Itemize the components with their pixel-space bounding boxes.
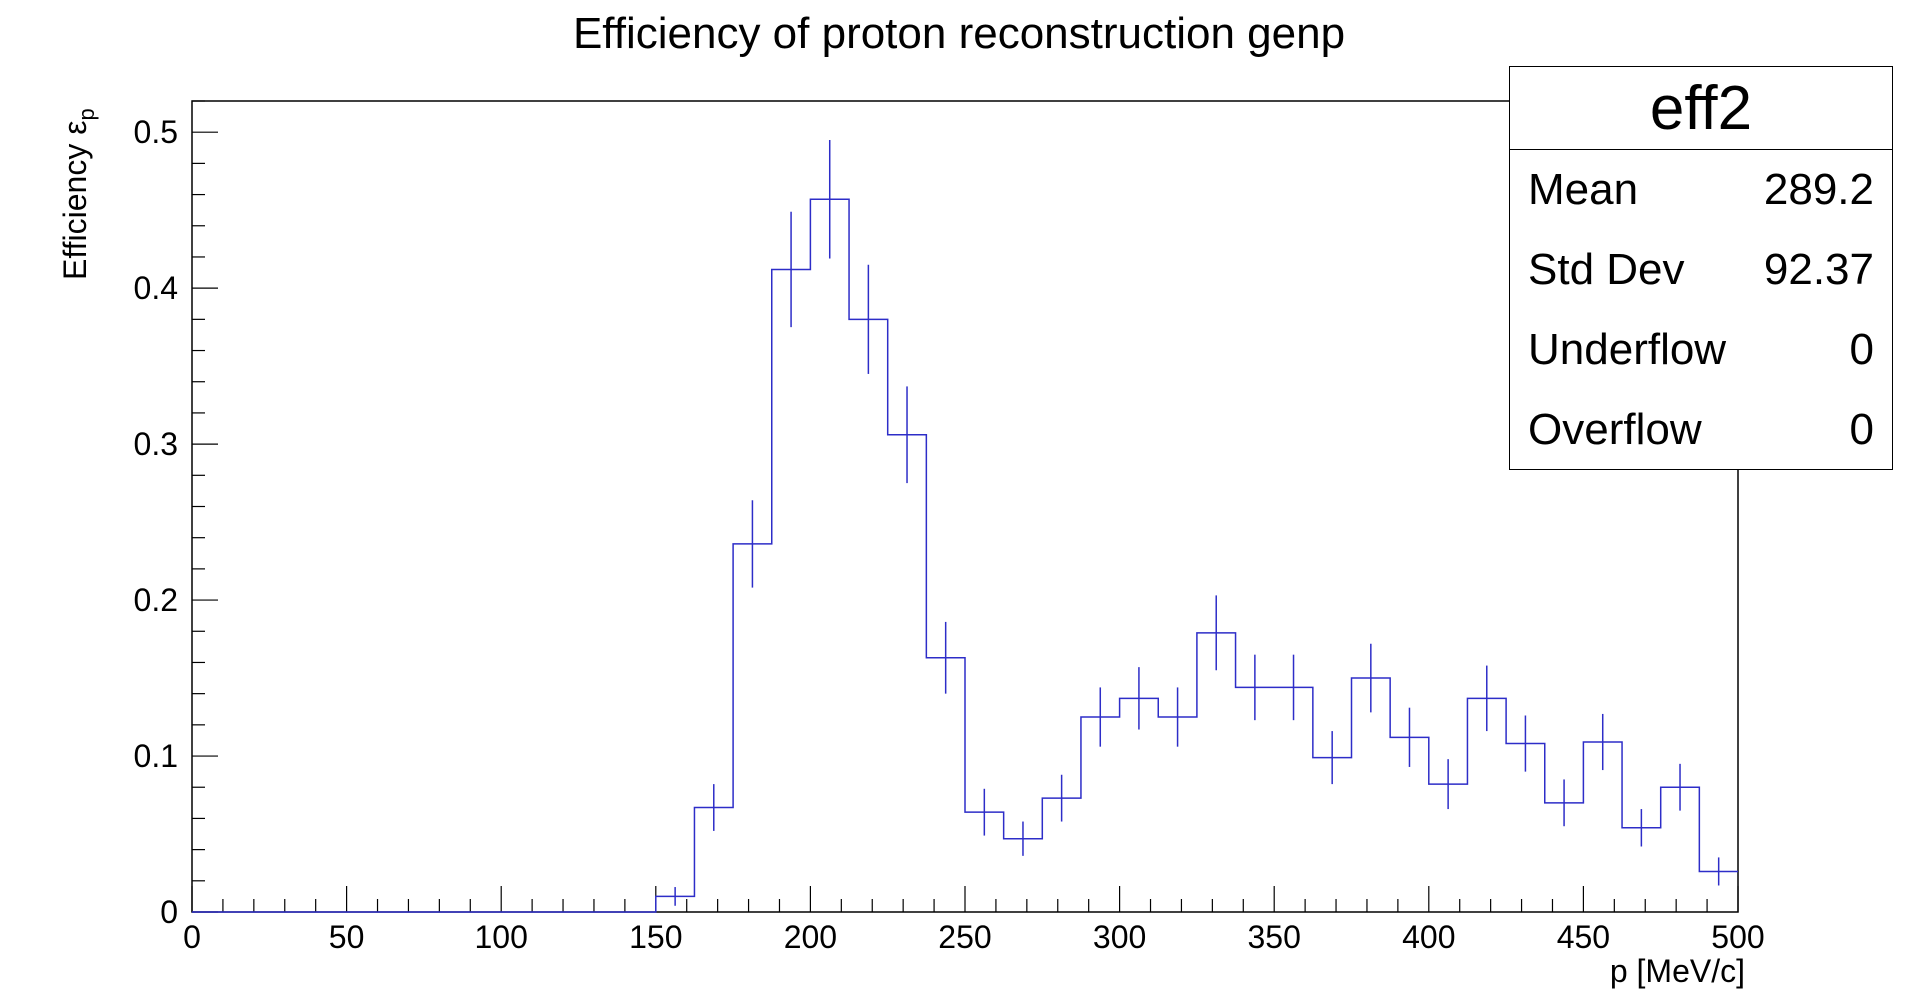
histogram-series: [192, 139, 1738, 913]
x-axis-label: p [MeV/c]: [1610, 953, 1745, 989]
stats-label: Underflow: [1528, 325, 1727, 374]
stats-row-overflow: Overflow 0: [1510, 390, 1892, 470]
x-tick-label: 500: [1711, 919, 1764, 955]
y-tick-label: 0: [160, 894, 178, 930]
x-tick-label: 0: [183, 919, 201, 955]
stats-value: 0: [1849, 325, 1874, 374]
y-tick-label: 0.3: [134, 426, 178, 462]
x-tick-label: 50: [329, 919, 365, 955]
y-tick-label: 0.4: [134, 270, 178, 306]
stats-box-title: eff2: [1510, 67, 1892, 150]
x-tick-label: 100: [475, 919, 528, 955]
x-tick-label: 450: [1557, 919, 1610, 955]
stats-label: Mean: [1528, 165, 1639, 214]
x-tick-label: 350: [1248, 919, 1301, 955]
x-axis: 0 50 100 150 200 250 300 350 400 450 500: [183, 886, 1765, 955]
y-axis: 0 0.1 0.2 0.3 0.4 0.5: [134, 100, 218, 930]
stats-row-mean: Mean 289.2: [1510, 150, 1892, 230]
y-tick-label: 0.5: [134, 114, 178, 150]
x-tick-label: 200: [784, 919, 837, 955]
x-tick-label: 300: [1093, 919, 1146, 955]
x-tick-label: 150: [629, 919, 682, 955]
stats-row-stddev: Std Dev 92.37: [1510, 230, 1892, 310]
x-tick-label: 400: [1402, 919, 1455, 955]
y-tick-label: 0.2: [134, 582, 178, 618]
stats-label: Overflow: [1528, 405, 1702, 454]
histogram-step-line: [192, 198, 1738, 913]
stats-row-underflow: Underflow 0: [1510, 310, 1892, 390]
x-tick-label: 250: [938, 919, 991, 955]
stats-value: 92.37: [1763, 245, 1874, 294]
stats-value: 289.2: [1763, 165, 1874, 214]
stats-value: 0: [1849, 405, 1874, 454]
stats-label: Std Dev: [1528, 245, 1685, 294]
chart-title: Efficiency of proton reconstruction genp: [573, 9, 1345, 58]
stats-box: eff2 Mean 289.2 Std Dev 92.37 Underflow …: [1509, 66, 1893, 470]
y-tick-label: 0.1: [134, 738, 178, 774]
y-axis-label: Efficiency εp: [57, 108, 99, 280]
